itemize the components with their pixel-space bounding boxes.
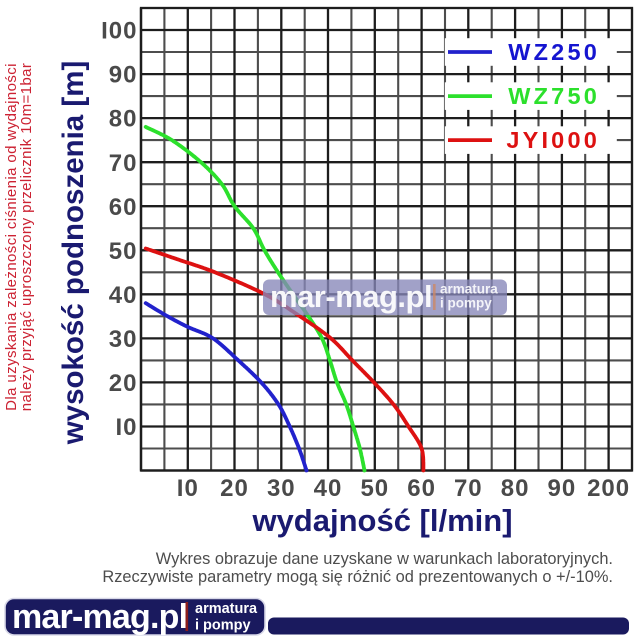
svg-text:mar-mag.pl: mar-mag.pl [12,598,187,636]
svg-text:WZ750: WZ750 [508,83,600,109]
svg-text:70: 70 [109,150,138,177]
svg-text:i pompy: i pompy [440,296,492,311]
svg-text:80: 80 [109,106,138,133]
svg-text:I00: I00 [101,18,137,45]
svg-text:Wykres obrazuje dane uzyskane: Wykres obrazuje dane uzyskane w warunkac… [156,550,613,568]
svg-text:60: 60 [407,475,436,502]
svg-text:należy przyjąć uproszczony prz: należy przyjąć uproszczony przelicznik 1… [18,63,35,412]
svg-text:30: 30 [109,326,138,353]
svg-text:Dla uzyskania zależności ciśni: Dla uzyskania zależności ciśnienia od wy… [3,63,20,411]
svg-text:armatura: armatura [195,601,258,617]
svg-text:60: 60 [109,194,138,221]
svg-text:i pompy: i pompy [195,618,251,634]
svg-text:wysokość podnoszenia [m]: wysokość podnoszenia [m] [57,61,90,446]
svg-text:WZ250: WZ250 [508,39,600,65]
svg-text:80: 80 [501,475,530,502]
svg-text:40: 40 [109,282,138,309]
svg-text:200: 200 [587,475,630,502]
svg-text:50: 50 [109,238,138,265]
svg-text:40: 40 [314,475,343,502]
svg-text:wydajność [l/min]: wydajność [l/min] [251,503,512,538]
svg-text:90: 90 [548,475,577,502]
svg-text:I0: I0 [115,414,137,441]
svg-text:20: 20 [220,475,249,502]
svg-text:JYI000: JYI000 [506,127,600,153]
svg-text:Rzeczywiste parametry mogą się: Rzeczywiste parametry mogą się różnić od… [102,568,613,586]
svg-text:20: 20 [109,370,138,397]
svg-text:I0: I0 [177,475,199,502]
svg-text:50: 50 [360,475,389,502]
svg-text:90: 90 [109,62,138,89]
svg-text:armatura: armatura [440,282,498,297]
svg-text:70: 70 [454,475,483,502]
svg-text:mar-mag.pl: mar-mag.pl [270,279,432,314]
svg-text:30: 30 [267,475,296,502]
